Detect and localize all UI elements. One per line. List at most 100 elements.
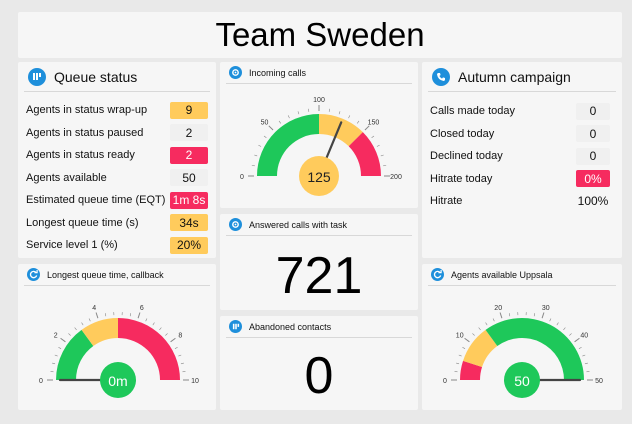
- abandoned-contacts-header: Abandoned contacts: [226, 316, 412, 338]
- gauge-tick-label: 200: [390, 174, 402, 181]
- gauge-tick: [508, 313, 511, 317]
- agents-uppsala-header: Agents available Uppsala: [428, 264, 616, 286]
- gauge-tick: [364, 125, 370, 131]
- gauge-value-bubble: [299, 156, 339, 196]
- answered-calls-title: Answered calls with task: [249, 219, 348, 230]
- queue-status-header: Queue status: [24, 62, 210, 92]
- stat-row: Agents in status wrap-up 9: [26, 101, 208, 119]
- gauge-band: [56, 329, 94, 380]
- stat-label: Hitrate today: [430, 172, 493, 185]
- stat-label: Agents in status wrap-up: [26, 104, 148, 116]
- stat-label: Closed today: [430, 127, 495, 140]
- autumn-campaign-title: Autumn campaign: [458, 68, 571, 85]
- stat-value: 0%: [576, 170, 610, 187]
- incoming-calls-gauge: 0 50 100 150 200 125: [240, 97, 402, 196]
- stat-value: 1m 8s: [170, 191, 208, 209]
- agents-uppsala-title: Agents available Uppsala: [451, 269, 553, 280]
- queue-status-title: Queue status: [54, 68, 138, 85]
- gear-icon: [229, 218, 242, 231]
- gauge-tick: [348, 115, 351, 119]
- gauge-tick: [492, 318, 495, 322]
- stat-row: Agents in status ready 2: [26, 146, 208, 164]
- gauge-tick: [152, 322, 155, 326]
- stat-label: Agents available: [26, 171, 107, 184]
- gauge-tick: [180, 362, 184, 365]
- gauge-tick: [380, 154, 384, 157]
- gear-icon: [229, 66, 242, 79]
- gauge-tick: [556, 322, 559, 326]
- stat-row: Declined today 0: [430, 147, 614, 165]
- longest-callback-header: Longest queue time, callback: [24, 264, 210, 286]
- gauge-tick: [129, 313, 132, 317]
- gauge-band: [81, 318, 118, 347]
- gauge-tick-label: 10: [456, 333, 464, 340]
- gauge-band: [319, 114, 363, 147]
- stat-value: 9: [170, 101, 208, 119]
- stat-row: Agents available 50: [26, 169, 208, 187]
- stat-value: 0: [576, 147, 610, 165]
- stat-row: Agents in status paused 2: [26, 124, 208, 142]
- stat-label: Estimated queue time (EQT): [26, 194, 166, 206]
- gauge-tick-label: 10: [191, 378, 199, 385]
- gauge-tick: [499, 312, 503, 319]
- gauge-tick: [254, 154, 258, 157]
- gauge-tick: [472, 333, 475, 336]
- stat-row: Service level 1 (%) 20%: [26, 236, 208, 254]
- gauge-tick: [263, 135, 267, 139]
- gauge-tick: [81, 322, 84, 326]
- dashboard-title-panel: Team Sweden: [18, 12, 622, 58]
- stat-value: 0: [576, 125, 610, 142]
- stat-row: Calls made today 0: [430, 102, 614, 120]
- gauge-tick-label: 6: [140, 305, 144, 312]
- gauge-tick: [584, 362, 588, 365]
- longest-callback-title: Longest queue time, callback: [47, 269, 164, 280]
- gauge-value: 50: [514, 373, 530, 389]
- autumn-campaign-header: Autumn campaign: [428, 62, 616, 92]
- stat-value: 50: [170, 169, 208, 186]
- incoming-calls-title: Incoming calls: [249, 67, 307, 78]
- gauge-tick: [297, 111, 300, 115]
- stat-value: 20%: [170, 236, 208, 254]
- stat-row: Closed today 0: [430, 125, 614, 143]
- gauge-value: 0m: [108, 373, 127, 389]
- gauge-tick-label: 0: [240, 174, 244, 181]
- gauge-tick: [174, 346, 178, 349]
- gauge-tick: [258, 144, 262, 147]
- gauge-tick: [268, 125, 274, 131]
- gauge-tick: [563, 327, 566, 331]
- gauge-tick-label: 50: [261, 120, 269, 127]
- stat-label: Agents in status ready: [26, 149, 135, 161]
- gauge-tick: [462, 346, 466, 349]
- stat-row: Hitrate today 0%: [430, 170, 614, 188]
- gauge-tick: [178, 354, 182, 357]
- abandoned-contacts-title: Abandoned contacts: [249, 321, 332, 332]
- gauge-tick: [170, 337, 176, 343]
- stat-row: Hitrate 100%: [430, 192, 614, 210]
- queue-status-panel: Queue status Agents in status wrap-up 9 Ag…: [18, 62, 216, 258]
- gauge-tick: [549, 318, 552, 322]
- gauge-tick: [165, 333, 168, 336]
- gauge-band: [257, 114, 319, 176]
- gauge-tick: [569, 333, 572, 336]
- gauge-tick-label: 100: [313, 97, 325, 104]
- stat-label: Longest queue time (s): [26, 216, 139, 229]
- answered-calls-panel: Answered calls with task 721: [220, 214, 418, 310]
- phone-icon: [432, 67, 450, 86]
- gauge-tick-label: 150: [368, 120, 380, 127]
- gauge-tick: [58, 346, 62, 349]
- stat-label: Service level 1 (%): [26, 239, 118, 251]
- gauge-tick: [485, 322, 488, 326]
- agents-uppsala-panel: Agents available Uppsala 0 10 20 30 40 50 50: [422, 264, 622, 410]
- gauge-value-bubble: [504, 362, 540, 398]
- stat-row: Longest queue time (s) 34s: [26, 214, 208, 232]
- gauge-band: [118, 318, 180, 380]
- gauge-tick: [54, 354, 58, 357]
- stat-row: Estimated queue time (EQT) 1m 8s: [26, 191, 208, 209]
- incoming-calls-panel: Incoming calls 0 50 100 150 200 125: [220, 62, 418, 208]
- bars-icon: [229, 320, 242, 333]
- gauge-tick: [582, 354, 586, 357]
- stat-label: Agents in status paused: [26, 126, 144, 139]
- gauge-value: 125: [307, 169, 331, 185]
- gauge-tick: [458, 354, 462, 357]
- gauge-tick: [52, 362, 56, 365]
